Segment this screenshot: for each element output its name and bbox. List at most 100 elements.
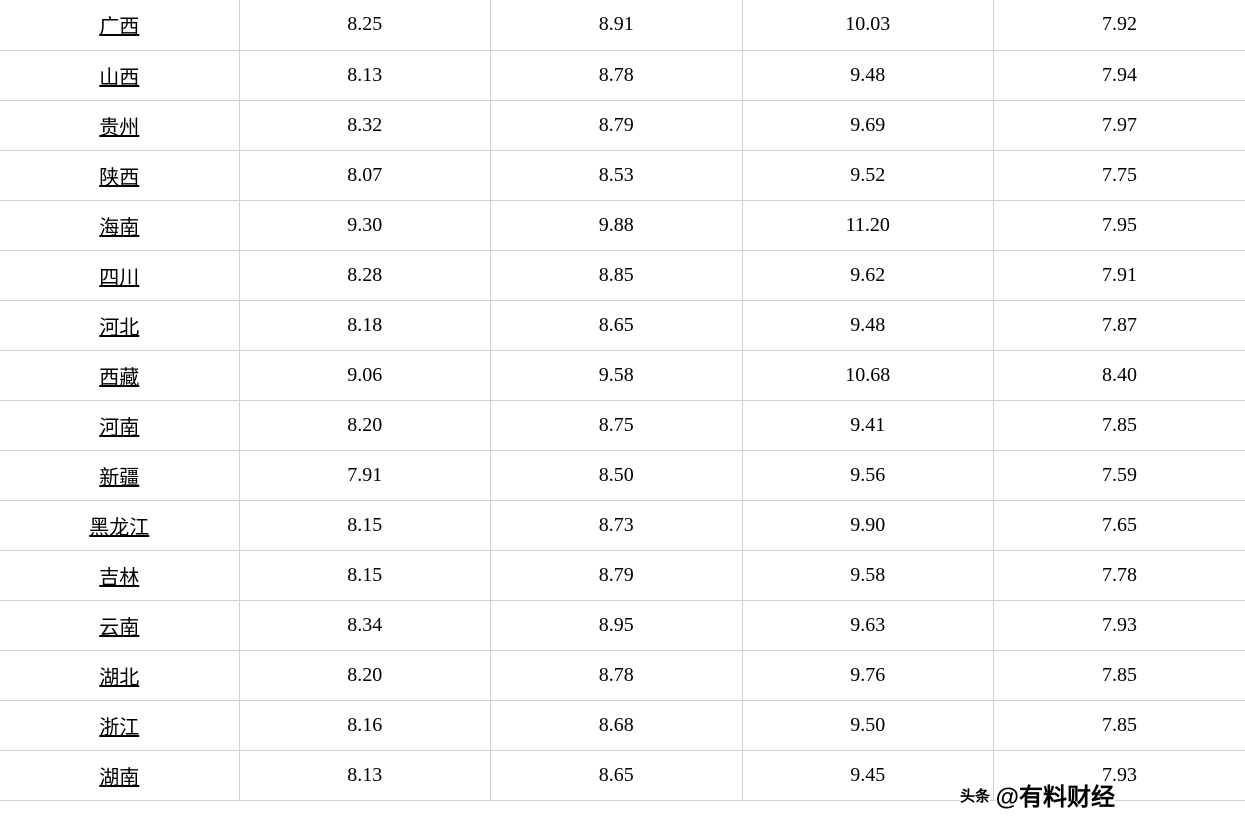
value-cell: 9.56 xyxy=(742,450,993,500)
province-link[interactable]: 贵州 xyxy=(99,117,139,139)
value-cell: 8.78 xyxy=(491,650,742,700)
value-cell: 9.62 xyxy=(742,250,993,300)
value-cell: 8.20 xyxy=(239,650,490,700)
value-cell: 8.79 xyxy=(491,100,742,150)
province-cell: 海南 xyxy=(0,200,239,250)
province-cell: 广西 xyxy=(0,0,239,50)
value-cell: 9.50 xyxy=(742,700,993,750)
table-row: 四川 8.288.859.627.91 xyxy=(0,250,1245,300)
value-cell: 8.40 xyxy=(993,350,1245,400)
province-link[interactable]: 黑龙江 xyxy=(89,517,149,539)
table-row: 河北8.188.659.487.87 xyxy=(0,300,1245,350)
province-link[interactable]: 陕西 xyxy=(99,167,139,189)
table-row: 浙江8.168.689.507.85 xyxy=(0,700,1245,750)
value-cell: 8.50 xyxy=(491,450,742,500)
table-row: 吉林 8.158.799.587.78 xyxy=(0,550,1245,600)
province-cell: 浙江 xyxy=(0,700,239,750)
value-cell: 8.79 xyxy=(491,550,742,600)
value-cell: 8.20 xyxy=(239,400,490,450)
watermark-text: @有料财经 xyxy=(996,777,1115,812)
value-cell: 7.85 xyxy=(993,700,1245,750)
province-link[interactable]: 河北 xyxy=(99,317,139,339)
province-link[interactable]: 吉林 xyxy=(99,567,139,589)
table-row: 陕西8.078.539.527.75 xyxy=(0,150,1245,200)
value-cell: 10.03 xyxy=(742,0,993,50)
value-cell: 9.45 xyxy=(742,750,993,800)
value-cell: 8.75 xyxy=(491,400,742,450)
province-cell: 西藏 xyxy=(0,350,239,400)
data-table: 广西8.258.9110.037.92山西8.138.789.487.94贵州8… xyxy=(0,0,1245,801)
value-cell: 9.58 xyxy=(491,350,742,400)
value-cell: 8.65 xyxy=(491,300,742,350)
value-cell: 7.94 xyxy=(993,50,1245,100)
province-link[interactable]: 湖北 xyxy=(99,667,139,689)
value-cell: 9.52 xyxy=(742,150,993,200)
value-cell: 8.18 xyxy=(239,300,490,350)
province-cell: 新疆 xyxy=(0,450,239,500)
value-cell: 7.93 xyxy=(993,600,1245,650)
value-cell: 8.78 xyxy=(491,50,742,100)
value-cell: 11.20 xyxy=(742,200,993,250)
value-cell: 9.06 xyxy=(239,350,490,400)
value-cell: 9.41 xyxy=(742,400,993,450)
value-cell: 9.88 xyxy=(491,200,742,250)
value-cell: 7.97 xyxy=(993,100,1245,150)
province-cell: 贵州 xyxy=(0,100,239,150)
province-link[interactable]: 广西 xyxy=(99,16,139,38)
value-cell: 8.13 xyxy=(239,750,490,800)
province-link[interactable]: 山西 xyxy=(99,67,139,89)
value-cell: 8.34 xyxy=(239,600,490,650)
province-cell: 河北 xyxy=(0,300,239,350)
table-row: 云南 8.348.959.637.93 xyxy=(0,600,1245,650)
value-cell: 9.76 xyxy=(742,650,993,700)
province-cell: 云南 xyxy=(0,600,239,650)
value-cell: 8.25 xyxy=(239,0,490,50)
value-cell: 8.85 xyxy=(491,250,742,300)
table-row: 新疆 7.918.509.567.59 xyxy=(0,450,1245,500)
value-cell: 8.73 xyxy=(491,500,742,550)
value-cell: 7.91 xyxy=(993,250,1245,300)
value-cell: 9.48 xyxy=(742,50,993,100)
province-link[interactable]: 湖南 xyxy=(99,767,139,789)
province-link[interactable]: 浙江 xyxy=(99,717,139,739)
province-link[interactable]: 四川 xyxy=(99,267,139,289)
table-row: 河南8.208.759.417.85 xyxy=(0,400,1245,450)
province-cell: 湖北 xyxy=(0,650,239,700)
value-cell: 7.85 xyxy=(993,650,1245,700)
province-cell: 黑龙江 xyxy=(0,500,239,550)
value-cell: 7.95 xyxy=(993,200,1245,250)
value-cell: 7.87 xyxy=(993,300,1245,350)
province-cell: 河南 xyxy=(0,400,239,450)
province-link[interactable]: 云南 xyxy=(99,617,139,639)
value-cell: 9.58 xyxy=(742,550,993,600)
svg-text:头条: 头条 xyxy=(960,787,990,805)
value-cell: 7.91 xyxy=(239,450,490,500)
province-link[interactable]: 新疆 xyxy=(99,467,139,489)
province-cell: 山西 xyxy=(0,50,239,100)
table-row: 西藏9.069.5810.688.40 xyxy=(0,350,1245,400)
province-cell: 陕西 xyxy=(0,150,239,200)
value-cell: 7.59 xyxy=(993,450,1245,500)
value-cell: 7.78 xyxy=(993,550,1245,600)
value-cell: 8.28 xyxy=(239,250,490,300)
toutiao-icon: 头条 xyxy=(960,780,990,810)
table-row: 湖北 8.208.789.767.85 xyxy=(0,650,1245,700)
value-cell: 7.92 xyxy=(993,0,1245,50)
value-cell: 8.68 xyxy=(491,700,742,750)
value-cell: 8.32 xyxy=(239,100,490,150)
value-cell: 7.75 xyxy=(993,150,1245,200)
table-row: 海南9.309.8811.207.95 xyxy=(0,200,1245,250)
value-cell: 9.69 xyxy=(742,100,993,150)
province-link[interactable]: 河南 xyxy=(99,417,139,439)
value-cell: 8.15 xyxy=(239,500,490,550)
watermark: 头条 @有料财经 xyxy=(960,777,1115,812)
province-link[interactable]: 西藏 xyxy=(99,367,139,389)
value-cell: 8.95 xyxy=(491,600,742,650)
value-cell: 8.15 xyxy=(239,550,490,600)
table-row: 广西8.258.9110.037.92 xyxy=(0,0,1245,50)
province-link[interactable]: 海南 xyxy=(99,217,139,239)
province-cell: 吉林 xyxy=(0,550,239,600)
value-cell: 7.65 xyxy=(993,500,1245,550)
table-row: 黑龙江8.158.739.907.65 xyxy=(0,500,1245,550)
value-cell: 9.63 xyxy=(742,600,993,650)
